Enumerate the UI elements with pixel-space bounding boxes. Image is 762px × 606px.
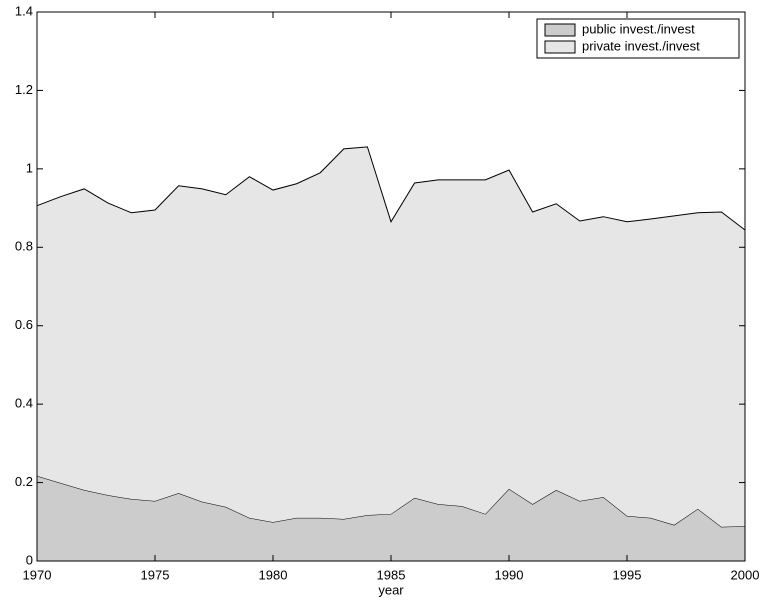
y-tick-label: 1.2	[15, 82, 33, 97]
x-tick-label: 1975	[141, 567, 170, 582]
y-tick-label: 1.4	[15, 3, 33, 18]
legend-label: public invest./invest	[582, 21, 695, 36]
y-tick-label: 0.2	[15, 474, 33, 489]
legend-label: private invest./invest	[582, 38, 700, 53]
x-axis-label: year	[378, 582, 404, 597]
area	[37, 146, 745, 527]
x-tick-label: 1970	[23, 567, 52, 582]
area	[37, 475, 745, 561]
y-tick-label: 0.6	[15, 317, 33, 332]
x-tick-label: 1990	[495, 567, 524, 582]
x-tick-label: 1995	[613, 567, 642, 582]
x-tick-label: 2000	[731, 567, 760, 582]
x-tick-label: 1985	[377, 567, 406, 582]
legend-swatch	[544, 40, 576, 54]
area-edge	[36, 146, 746, 231]
y-tick-label: 1	[26, 160, 33, 175]
legend-swatch	[544, 23, 576, 37]
y-tick-label: 0	[26, 552, 33, 567]
x-tick-label: 1980	[259, 567, 288, 582]
y-tick-label: 0.8	[15, 239, 33, 254]
y-tick-label: 0.4	[15, 396, 33, 411]
